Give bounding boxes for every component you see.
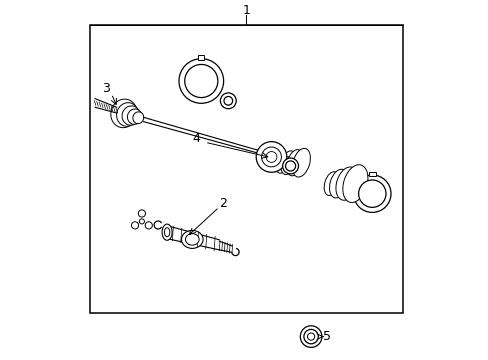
- Ellipse shape: [133, 112, 143, 123]
- Ellipse shape: [181, 230, 203, 248]
- Bar: [89, 25, 402, 313]
- Text: 2: 2: [219, 197, 226, 210]
- Ellipse shape: [256, 142, 286, 172]
- Bar: [368, 172, 375, 176]
- Circle shape: [358, 180, 385, 207]
- Text: 3: 3: [102, 82, 110, 95]
- Ellipse shape: [185, 234, 199, 245]
- Circle shape: [303, 329, 318, 344]
- Circle shape: [353, 175, 390, 212]
- Ellipse shape: [335, 167, 358, 200]
- Ellipse shape: [281, 151, 295, 175]
- Ellipse shape: [292, 148, 310, 177]
- Circle shape: [184, 64, 218, 98]
- Ellipse shape: [342, 165, 367, 203]
- Circle shape: [285, 161, 295, 171]
- Circle shape: [138, 210, 145, 217]
- Ellipse shape: [162, 224, 172, 240]
- Ellipse shape: [111, 99, 137, 128]
- Ellipse shape: [275, 152, 288, 173]
- Ellipse shape: [286, 150, 303, 176]
- Text: 4: 4: [192, 132, 200, 145]
- Bar: [198, 55, 204, 60]
- Ellipse shape: [261, 147, 281, 167]
- Text: 1: 1: [242, 4, 250, 17]
- Circle shape: [220, 93, 236, 109]
- Ellipse shape: [265, 152, 276, 162]
- Circle shape: [145, 222, 152, 229]
- Ellipse shape: [116, 103, 138, 126]
- Ellipse shape: [270, 154, 282, 172]
- Circle shape: [224, 96, 232, 105]
- Ellipse shape: [164, 228, 169, 237]
- Circle shape: [179, 59, 223, 103]
- Ellipse shape: [127, 109, 142, 124]
- Circle shape: [139, 219, 144, 224]
- Circle shape: [300, 326, 321, 347]
- Text: 5: 5: [323, 330, 331, 343]
- Circle shape: [307, 333, 314, 340]
- Ellipse shape: [329, 169, 347, 198]
- Circle shape: [282, 158, 298, 174]
- Ellipse shape: [122, 106, 140, 125]
- Circle shape: [131, 222, 139, 229]
- Ellipse shape: [324, 172, 338, 195]
